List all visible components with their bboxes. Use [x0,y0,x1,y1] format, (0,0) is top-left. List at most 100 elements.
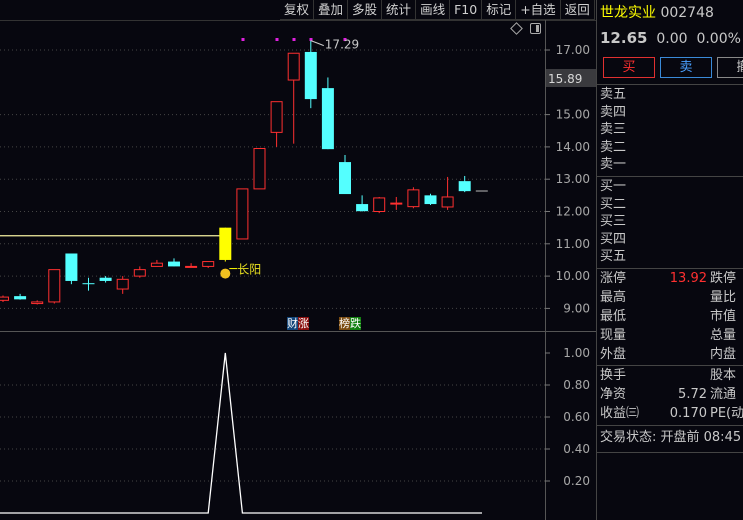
candle-body [356,204,369,212]
stats2-label2-1: 流通 [710,387,737,402]
price-tick-label: 12.00 [556,205,590,219]
current-price-label-bg [546,69,596,87]
stats-label-1: 最高 [600,290,627,305]
candle-body [390,202,403,205]
candle-body [253,148,266,190]
marker-dot [309,38,313,41]
candle-body [270,101,283,133]
candle-body [0,296,9,301]
sell-button[interactable]: 卖 [660,57,712,78]
toolbar-button-1[interactable]: 叠加 [314,0,349,20]
candle-body [321,88,334,150]
stats-value-0: 13.92 [669,271,707,286]
stats-label-0: 涨停 [600,271,627,286]
stats-label-2: 最低 [600,309,627,324]
candle-body [407,189,420,208]
candle-body [202,261,215,267]
stock-price: 12.65 [600,29,648,47]
candle-body [373,197,386,213]
candle-body [424,195,437,205]
price-tick-label: 10.00 [556,269,590,283]
indicator-tick-label: 0.40 [563,442,590,456]
marker-dot [241,38,245,41]
stats-label2-1: 量比 [710,290,737,305]
toolbar-button-0[interactable]: 复权 [280,0,315,20]
stats2-label-2: 收益㈢ [600,406,640,421]
toolbar-button-5[interactable]: F10 [450,0,483,20]
order-book-asks-0: 卖五 [600,87,627,102]
candle-body [168,261,180,267]
price-tick-label: 14.00 [556,140,590,154]
indicator-tick-label: 0.60 [563,410,590,424]
price-tick-label: 11.00 [556,237,590,251]
stats2-label-0: 换手 [600,368,627,383]
candle-body [304,51,317,100]
candle-body [150,262,163,267]
candle-body [236,188,249,240]
candle-body [116,278,129,290]
candle-body [458,181,471,192]
stats2-label2-0: 股本 [710,368,737,383]
indicator-tick-label: 0.80 [563,378,590,392]
indicator-tick-label: 1.00 [563,346,590,360]
stats2-label-1: 净资 [600,387,627,402]
candle-body [219,227,232,260]
panel-toggle-icon[interactable] [530,23,541,34]
stats-label2-3: 总量 [710,328,737,343]
order-book-bids-4: 买五 [600,249,627,264]
candle-body [133,269,146,277]
candle-body [475,190,488,192]
stock-code: 002748 [660,5,714,21]
price-tick-label: 9.00 [563,301,590,315]
marker-dot [275,38,279,41]
trade-status: 交易状态: 开盘前 08:45 [600,430,742,445]
candle-body [48,269,61,303]
kline-chart[interactable]: 17.00 15.00 14.00 13.00 12.00 11.00 10.00 9.00 1… [0,0,596,520]
indicator-line [0,352,482,514]
high-pointer [310,40,324,47]
current-price-label: 15.89 [548,72,582,86]
order-book-bids-2: 买三 [600,214,627,229]
toolbar-button-8[interactable]: 返回 [561,0,595,20]
stock-name: 世龙实业 [600,5,656,21]
indicator-tick-label: 0.20 [563,474,590,488]
candle-body [14,296,27,300]
marker-dot [343,38,347,41]
price-tick-label: 15.00 [556,108,590,122]
candle-body [441,196,454,208]
chart-toolbar: 复权 叠加 多股 统计 画线 F10 标记 +自选 返回 [280,0,595,20]
stock-change-pct: 0.00% [696,31,741,47]
stats-label2-4: 内盘 [710,347,737,362]
stock-change: 0.00 [656,31,688,47]
toolbar-button-2[interactable]: 多股 [348,0,383,20]
price-tick-label: 13.00 [556,172,590,186]
toolbar-button-7[interactable]: +自选 [516,0,561,20]
candle-body [287,52,300,81]
tag-cai[interactable]: 财 [287,317,298,330]
signal-label: 长阳 [237,263,261,277]
order-book-asks-4: 卖一 [600,157,627,172]
stats-label-4: 外盘 [600,347,627,362]
toolbar-button-4[interactable]: 画线 [416,0,451,20]
stats2-label2-2: PE(动 [710,406,743,421]
signal-dot [220,268,231,279]
buy-button[interactable]: 买 [603,57,655,78]
tag-zhang[interactable]: 涨 [298,317,309,330]
tag-die[interactable]: 跌 [350,317,361,330]
order-book-bids-1: 买二 [600,196,627,212]
price-tick-label: 17.00 [556,43,590,57]
toolbar-button-3[interactable]: 统计 [382,0,417,20]
stats2-value-1: 5.72 [678,387,707,402]
candle-body [31,301,44,305]
stats2-value-2: 0.170 [669,406,707,421]
stats-label-3: 现量 [600,328,627,343]
order-book-bids-0: 买一 [600,179,627,194]
candle-body [185,265,198,268]
tag-bang[interactable]: 榜 [339,317,350,330]
quote-panel: 世龙实业 002748 12.65 0.00 0.00% 买 卖 撤 卖五 卖四卖… [596,0,743,520]
order-book-asks-3: 卖二 [600,139,627,155]
candle-body [65,253,78,281]
high-annotation: 17.29 [325,38,359,52]
toolbar-button-6[interactable]: 标记 [482,0,517,20]
cancel-button[interactable]: 撤 [717,57,743,78]
